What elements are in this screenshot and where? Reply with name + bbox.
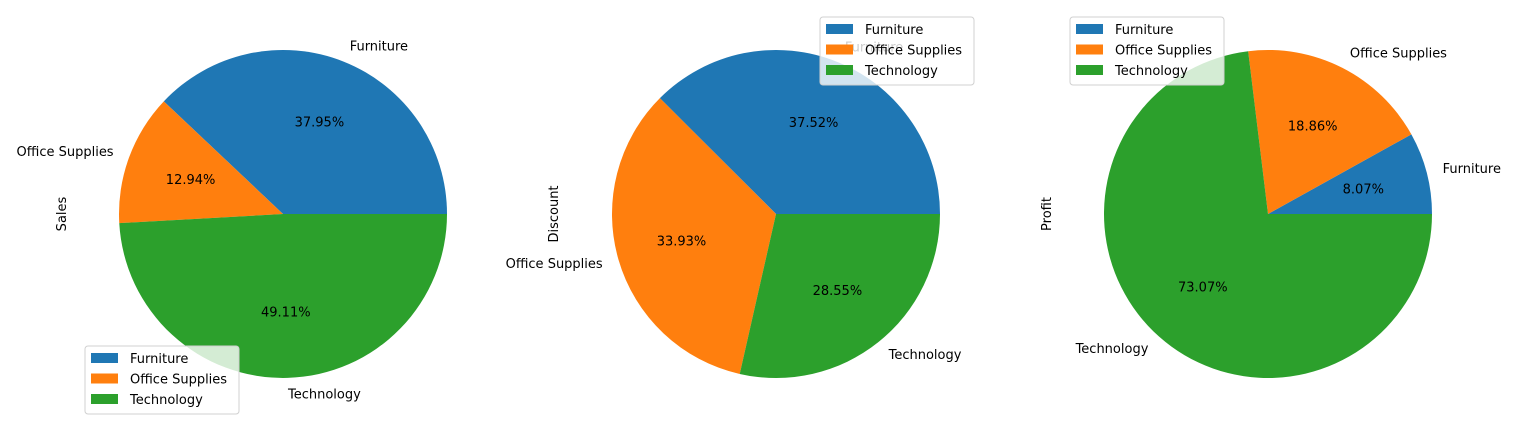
legend-swatch-furniture bbox=[826, 24, 853, 34]
legend-label-office-supplies: Office Supplies bbox=[1115, 44, 1212, 59]
pie-chart-profit: Furniture 8.07% Office Supplies 18.86% Techn… bbox=[1040, 16, 1501, 378]
pie-slice-furniture bbox=[659, 50, 940, 214]
legend: Furniture Office Supplies Technology bbox=[1069, 16, 1225, 86]
slice-percent-furniture: 37.52% bbox=[789, 116, 839, 131]
legend-swatch-technology bbox=[826, 65, 853, 75]
legend-swatch-office-supplies bbox=[91, 373, 118, 384]
legend-frame bbox=[84, 345, 240, 415]
legend-label-technology: Technology bbox=[129, 393, 203, 408]
legend-label-furniture: Furniture bbox=[130, 352, 188, 367]
legend-swatch-technology bbox=[91, 394, 118, 404]
legend-swatch-furniture bbox=[91, 353, 118, 363]
slice-percent-office-supplies: 12.94% bbox=[166, 173, 216, 188]
slice-label-furniture: Furniture bbox=[350, 39, 408, 54]
pie-chart-sales: Furniture 37.95% Office Supplies 12.94% Tech… bbox=[17, 39, 448, 415]
legend-label-technology: Technology bbox=[1114, 64, 1188, 79]
slice-percent-technology: 49.11% bbox=[261, 305, 311, 320]
legend: Furniture Office Supplies Technology bbox=[84, 345, 240, 415]
pie-slice-technology bbox=[1103, 51, 1432, 378]
legend-swatch-furniture bbox=[1076, 24, 1103, 34]
slice-label-office-supplies: Office Supplies bbox=[17, 145, 114, 160]
slice-percent-office-supplies: 18.86% bbox=[1288, 119, 1338, 134]
slice-label-technology: Technology bbox=[888, 348, 962, 363]
legend-label-office-supplies: Office Supplies bbox=[865, 44, 962, 59]
legend: Furniture Office Supplies Technology bbox=[819, 16, 975, 86]
slice-label-technology: Technology bbox=[1075, 342, 1149, 357]
pie-slice-office-supplies bbox=[611, 98, 776, 374]
legend-frame bbox=[1069, 16, 1225, 86]
legend-swatch-office-supplies bbox=[1076, 44, 1103, 55]
pie-slice-furniture bbox=[163, 49, 448, 215]
legend-label-furniture: Furniture bbox=[1115, 23, 1173, 38]
legend-label-office-supplies: Office Supplies bbox=[130, 373, 227, 388]
y-axis-label: Discount bbox=[547, 185, 562, 242]
slice-label-office-supplies: Office Supplies bbox=[506, 257, 603, 272]
pie-slice-office-supplies bbox=[119, 101, 283, 224]
pie-slice-office-supplies bbox=[1248, 49, 1412, 215]
slice-label-office-supplies: Office Supplies bbox=[1350, 46, 1447, 61]
pie-chart-discount: Furniture 37.52% Office Supplies 33.93% Tech… bbox=[506, 16, 975, 379]
pie-slice-technology bbox=[739, 214, 940, 379]
y-axis-label: Sales bbox=[55, 196, 70, 231]
slice-percent-furniture: 37.95% bbox=[295, 116, 345, 131]
legend-label-furniture: Furniture bbox=[865, 23, 923, 38]
slice-label-technology: Technology bbox=[287, 387, 361, 402]
slice-percent-furniture: 8.07% bbox=[1343, 182, 1384, 197]
pie-slice-technology bbox=[119, 214, 447, 378]
legend-label-technology: Technology bbox=[864, 64, 938, 79]
slice-percent-technology: 73.07% bbox=[1178, 281, 1228, 296]
legend-swatch-technology bbox=[1076, 65, 1103, 75]
slice-label-furniture: Furniture bbox=[1443, 162, 1501, 177]
y-axis-label: Profit bbox=[1040, 197, 1055, 231]
slice-percent-office-supplies: 33.93% bbox=[657, 234, 707, 249]
legend-frame bbox=[819, 16, 975, 86]
legend-swatch-office-supplies bbox=[826, 44, 853, 55]
pie-slice-furniture bbox=[1268, 134, 1433, 214]
slice-percent-technology: 28.55% bbox=[813, 284, 863, 299]
